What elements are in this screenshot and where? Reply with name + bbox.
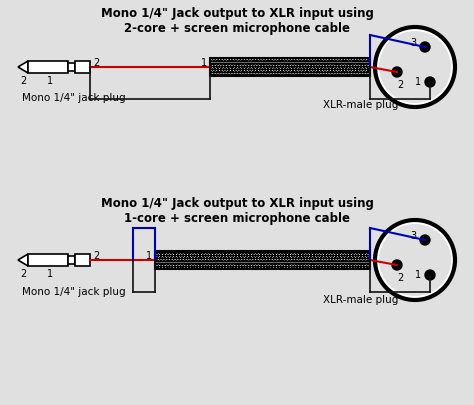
Text: XLR-male plug: XLR-male plug [323,100,398,110]
Circle shape [375,220,455,300]
Text: Mono 1/4" jack plug: Mono 1/4" jack plug [22,287,126,297]
Circle shape [392,67,402,77]
Circle shape [420,235,430,245]
Circle shape [420,42,430,52]
Circle shape [425,77,435,87]
Text: 3: 3 [410,38,416,48]
Bar [68,63,75,71]
Text: 3: 3 [410,231,416,241]
Circle shape [379,224,451,296]
Bar [68,256,75,264]
Bar [75,61,90,73]
Text: 1: 1 [201,58,207,68]
Text: 1: 1 [47,76,53,86]
Text: 1: 1 [415,270,421,280]
Polygon shape [18,61,28,73]
Text: 2: 2 [397,80,403,90]
Bar [28,61,68,73]
Circle shape [379,31,451,103]
Bar [210,58,370,76]
Text: Mono 1/4" Jack output to XLR input using
1-core + screen microphone cable: Mono 1/4" Jack output to XLR input using… [100,197,374,225]
Text: 2: 2 [20,269,26,279]
Text: Mono 1/4" jack plug: Mono 1/4" jack plug [22,93,126,103]
Text: 1: 1 [146,251,152,261]
Text: 2: 2 [93,58,99,68]
Text: 1: 1 [47,269,53,279]
Text: Mono 1/4" Jack output to XLR input using
2-core + screen microphone cable: Mono 1/4" Jack output to XLR input using… [100,7,374,35]
Circle shape [375,27,455,107]
Circle shape [425,270,435,280]
Text: 2: 2 [397,273,403,283]
Bar [75,254,90,266]
Circle shape [392,260,402,270]
Text: 1: 1 [415,77,421,87]
Text: XLR-male plug: XLR-male plug [323,295,398,305]
Text: 2: 2 [20,76,26,86]
Polygon shape [18,254,28,266]
Bar [155,251,370,269]
Text: 2: 2 [93,251,99,261]
Bar [28,254,68,266]
